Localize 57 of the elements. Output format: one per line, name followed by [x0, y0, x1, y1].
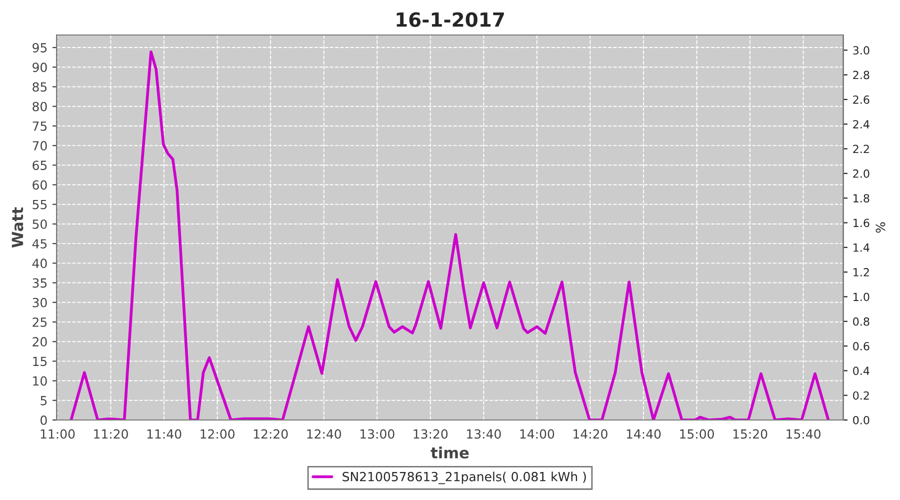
y2-tick-label: 2.6: [853, 95, 870, 104]
y-tick-label: 5: [40, 396, 47, 406]
y2-tick-label: 2.2: [853, 144, 869, 154]
x-tick-label: 11:20: [94, 429, 128, 439]
y-tick-label: 20: [32, 337, 47, 347]
y-tick-label: 35: [32, 278, 47, 288]
legend-label: SN2100578613_21panels( 0.081 kWh ): [342, 472, 586, 484]
y2-tick-label: 2.4: [853, 120, 870, 128]
y-tick-label: 90: [32, 62, 47, 72]
y-tick-label: 65: [32, 160, 47, 170]
y2-tick-label: 0.0: [853, 416, 870, 424]
y2-tick-label: 2.0: [853, 169, 870, 178]
y2-tick-label: 1.4: [854, 244, 870, 252]
y-tick-label: 55: [32, 200, 47, 210]
x-axis-title: time: [430, 446, 469, 459]
x-tick-label: 11:00: [40, 429, 75, 439]
chart-title: 16-1-2017: [396, 12, 504, 27]
x-tick-label: 15:00: [680, 429, 714, 439]
x-tick-label: 14:40: [626, 429, 661, 439]
x-tick-label: 13:40: [467, 429, 501, 439]
y-tick-label: 45: [32, 239, 47, 248]
y2-tick-label: 0.2: [853, 391, 869, 400]
y2-tick-label: 0.6: [853, 342, 870, 350]
y-tick-label: 75: [32, 122, 47, 131]
y2-tick-label: 1.0: [854, 292, 870, 302]
y-tick-label: 15: [33, 356, 47, 366]
x-tick-label: 15:40: [786, 429, 820, 439]
y-tick-label: 10: [33, 376, 47, 386]
y-tick-label: 80: [32, 102, 47, 112]
y-tick-label: 50: [32, 219, 47, 229]
y-tick-label: 95: [32, 43, 47, 52]
x-tick-label: 11:40: [147, 429, 182, 439]
y-axis-title: Watt: [12, 207, 24, 248]
y-tick-label: 70: [32, 141, 47, 150]
y2-axis-title: %: [876, 222, 886, 233]
y-tick-label: 30: [32, 298, 47, 308]
x-tick-label: 12:00: [200, 429, 234, 439]
y2-tick-label: 1.2: [854, 268, 869, 276]
x-tick-label: 12:20: [254, 429, 288, 439]
y2-tick-label: 3.0: [853, 46, 870, 55]
x-tick-label: 14:20: [574, 429, 608, 439]
y-tick-label: 25: [32, 317, 47, 327]
y-tick-label: 60: [32, 180, 47, 190]
y2-tick-label: 1.6: [854, 218, 870, 228]
y-tick-label: 85: [32, 82, 47, 92]
x-tick-label: 15:20: [733, 429, 768, 439]
x-tick-label: 12:40: [307, 429, 342, 439]
y-tick-label: 40: [32, 258, 47, 268]
y2-tick-label: 2.8: [853, 70, 870, 80]
x-tick-label: 13:00: [360, 429, 394, 439]
y-tick-label: 0: [40, 415, 47, 425]
y2-tick-label: 1.8: [854, 194, 870, 202]
line-series: [70, 50, 830, 420]
y2-tick-label: 0.8: [853, 317, 870, 326]
x-tick-label: 13:20: [414, 429, 448, 439]
y2-tick-label: 0.4: [853, 366, 870, 376]
x-tick-label: 14:00: [520, 429, 554, 439]
